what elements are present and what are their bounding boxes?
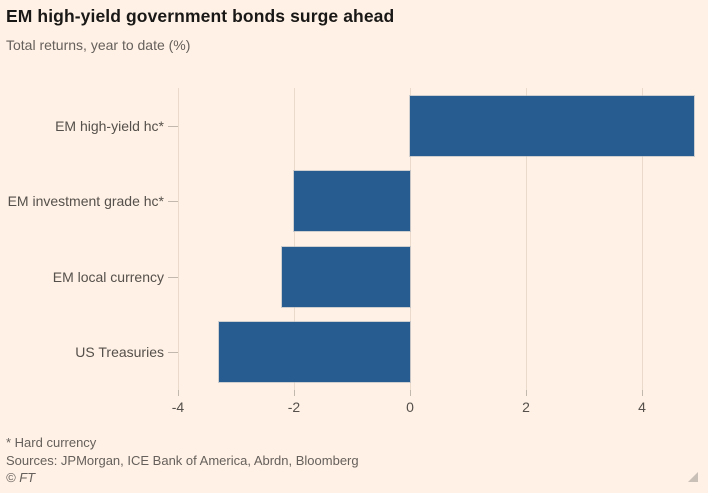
category-tick	[168, 352, 178, 354]
plot-area: -4 -2 0 2 4 EM high-yield hc* EM investment gr…	[8, 88, 700, 415]
ft-copyright: © FT	[6, 470, 36, 485]
category-tick	[168, 276, 178, 278]
chart-subtitle: Total returns, year to date (%)	[6, 37, 191, 53]
x-axis-tick	[642, 390, 643, 396]
footnote: * Hard currency	[6, 435, 97, 450]
chart-row: EM local currency	[53, 239, 700, 315]
chart-row: EM high-yield hc*	[55, 88, 700, 164]
category-label: EM investment grade hc*	[7, 193, 164, 210]
x-axis-tick	[294, 390, 295, 396]
x-axis-tick	[410, 390, 411, 396]
gridline	[410, 88, 411, 390]
chart-bar	[294, 171, 410, 232]
category-tick	[168, 201, 178, 203]
category-label: EM high-yield hc*	[55, 117, 164, 134]
category-label: US Treasuries	[75, 344, 164, 361]
chart-row: EM investment grade hc*	[8, 164, 700, 240]
gridline	[294, 88, 295, 390]
resize-handle-icon[interactable]	[688, 472, 698, 482]
chart-bar	[282, 246, 410, 307]
category-label: EM local currency	[52, 268, 164, 285]
chart-footer: * Hard currency Sources: JPMorgan, ICE B…	[6, 434, 359, 487]
x-axis-tick-label: -2	[287, 399, 301, 415]
x-axis-tick-label: -4	[171, 399, 185, 415]
gridline	[526, 88, 527, 390]
chart-bar	[410, 95, 695, 156]
gridline	[178, 88, 179, 390]
x-axis-tick-label: 4	[638, 399, 646, 415]
category-tick	[168, 125, 178, 127]
x-axis-tick-label: 0	[406, 399, 414, 415]
x-axis-tick	[526, 390, 527, 396]
x-axis-tick-label: 2	[522, 399, 530, 415]
chart-bar	[218, 322, 410, 383]
sources-line: Sources: JPMorgan, ICE Bank of America, …	[6, 452, 359, 468]
gridline	[642, 88, 643, 390]
x-axis-tick	[178, 390, 179, 396]
chart-title: EM high-yield government bonds surge ahe…	[6, 6, 395, 26]
chart-row: US Treasuries	[75, 315, 700, 391]
